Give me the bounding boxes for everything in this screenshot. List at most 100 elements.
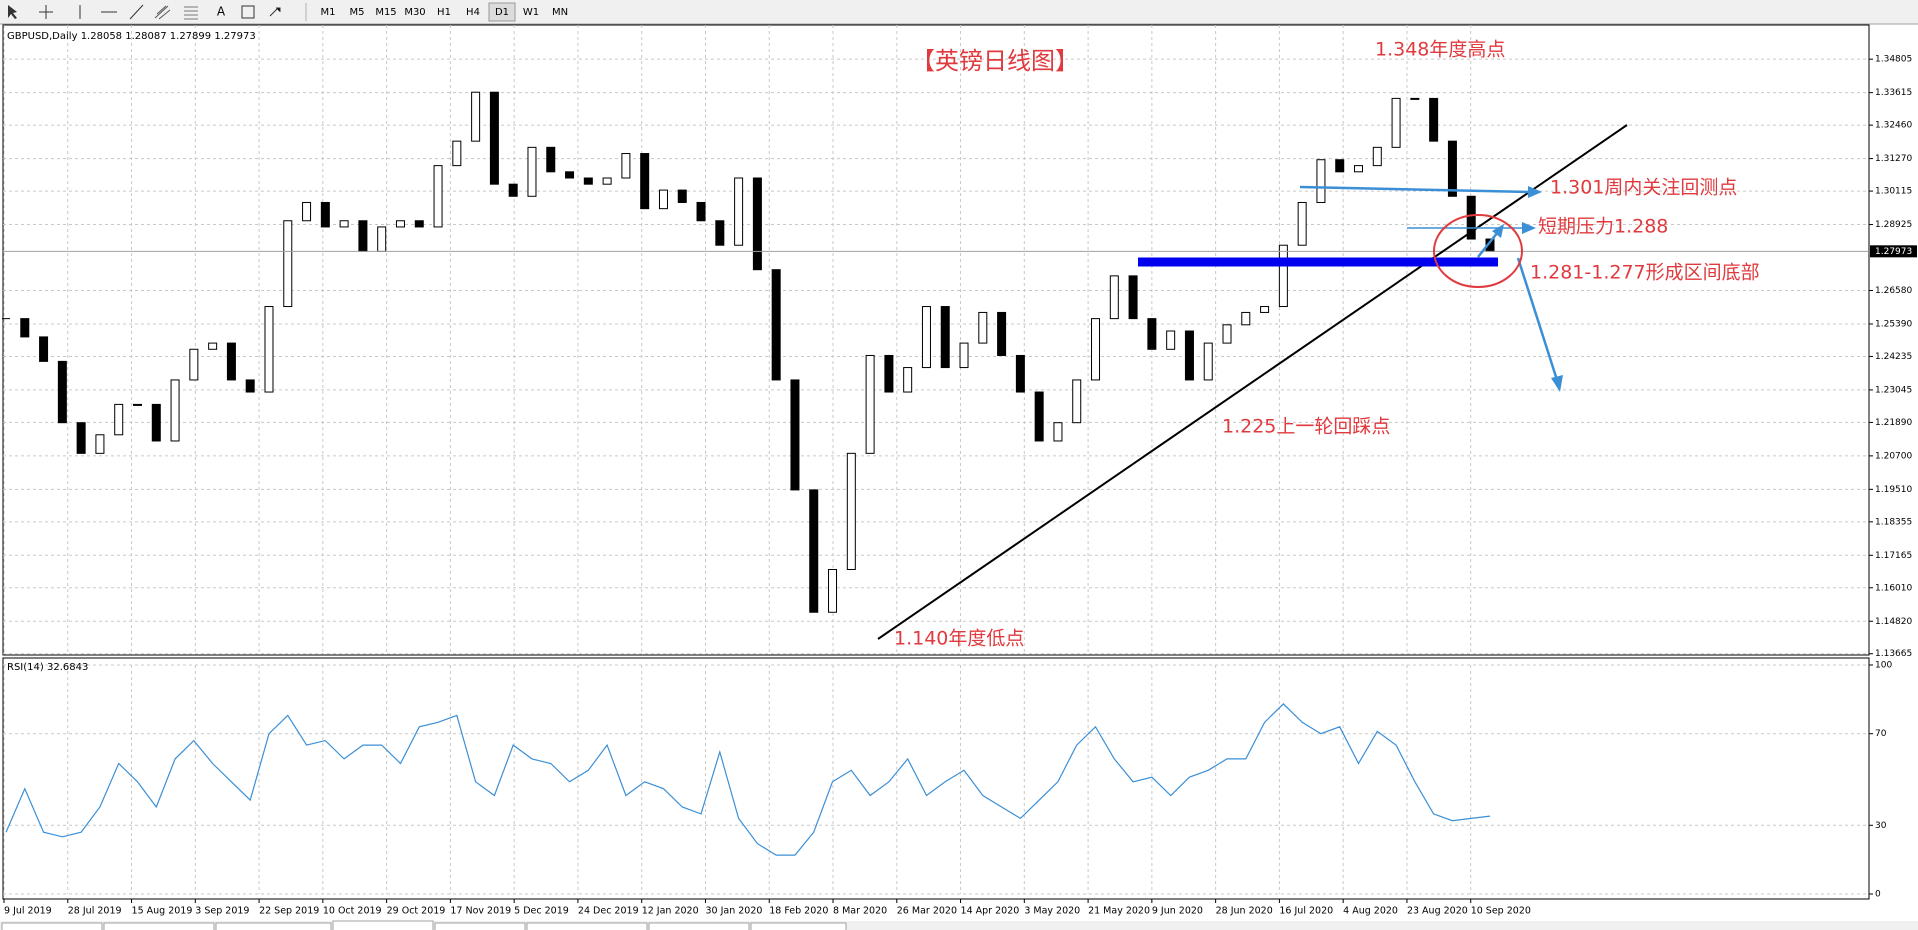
x-tick-label: 18 Feb 2020: [769, 906, 828, 917]
candle: [208, 342, 218, 350]
candle: [1053, 422, 1063, 442]
timeframe-button[interactable]: [488, 2, 516, 22]
x-tick-label: 17 Nov 2019: [450, 906, 511, 917]
candle: [20, 318, 30, 338]
candle: [1241, 311, 1251, 326]
candle: [1372, 146, 1382, 167]
timeframe-label[interactable]: M1: [321, 7, 336, 18]
annotation: 1.140年度低点: [894, 628, 1024, 650]
annotation: 短期压力1.288: [1538, 216, 1668, 238]
candle: [846, 452, 856, 570]
arrow: [1299, 185, 1531, 194]
y-tick-label: 1.24235: [1875, 352, 1912, 362]
candle: [658, 189, 668, 210]
text-tool[interactable]: A: [217, 5, 226, 19]
price-panel: [2, 24, 1870, 656]
x-tick-label: 14 Apr 2020: [961, 906, 1020, 917]
candle: [1429, 97, 1439, 142]
candle: [114, 403, 124, 436]
highlight-circle: [1433, 214, 1523, 288]
x-tick-label: 28 Jul 2019: [68, 906, 122, 917]
arrows-tool[interactable]: [269, 7, 281, 17]
cursor-tool[interactable]: [8, 5, 17, 19]
crosshair-tool[interactable]: [39, 5, 53, 19]
trendline: [877, 124, 1628, 640]
chart-tab[interactable]: [1, 922, 103, 930]
candle: [959, 342, 969, 369]
candle: [1091, 318, 1101, 381]
timeframe-label[interactable]: MN: [552, 7, 568, 18]
x-tick-label: 9 Jun 2020: [1152, 906, 1203, 917]
label-tool[interactable]: [241, 5, 255, 19]
annotation: 1.281-1.277形成区间底部: [1530, 262, 1760, 284]
timeframe-label[interactable]: H4: [466, 7, 480, 18]
chart-tab[interactable]: [434, 922, 526, 930]
candle: [170, 379, 180, 442]
candle: [940, 306, 950, 369]
toolbar: [0, 0, 1918, 24]
candle: [527, 146, 537, 197]
candle: [1109, 275, 1119, 320]
y-tick-label: 1.16010: [1875, 583, 1912, 593]
candle: [76, 422, 86, 454]
chart-tab[interactable]: [526, 922, 648, 930]
y-tick-label: 1.18355: [1875, 517, 1912, 527]
chart-tab-active[interactable]: [332, 920, 434, 930]
x-tick-label: 12 Jan 2020: [642, 906, 699, 917]
x-tick-label: 8 Mar 2020: [833, 906, 887, 917]
candle: [395, 220, 405, 228]
candle: [508, 183, 518, 197]
y-tick-label: 1.26580: [1875, 286, 1912, 296]
y-tick-label: 1.19510: [1875, 485, 1912, 495]
x-tick-label: 5 Dec 2019: [514, 906, 569, 917]
y-tick-label: 1.25390: [1875, 319, 1912, 329]
timeframe-label[interactable]: M15: [375, 7, 396, 18]
y-tick-label: 1.23045: [1875, 385, 1912, 395]
chart-tab[interactable]: [648, 922, 750, 930]
timeframe-label[interactable]: W1: [523, 7, 539, 18]
x-tick-label: 26 Mar 2020: [897, 906, 957, 917]
y-tick-label: 30: [1875, 821, 1887, 831]
candle: [978, 311, 988, 344]
candle: [226, 342, 236, 381]
candle: [1335, 159, 1345, 173]
y-tick-label: 1.30115: [1875, 187, 1912, 197]
x-tick-label: 23 Aug 2020: [1407, 906, 1468, 917]
x-tick-label: 3 May 2020: [1024, 906, 1080, 917]
trendline-tool[interactable]: [129, 4, 144, 20]
candle: [921, 306, 931, 369]
timeframe-label[interactable]: H1: [437, 7, 451, 18]
candle: [471, 91, 481, 142]
y-tick-label: 1.33615: [1875, 88, 1912, 98]
candle: [433, 165, 443, 228]
y-tick-label: 1.13665: [1875, 649, 1912, 659]
tab-bar: [0, 921, 1918, 930]
x-tick-label: 4 Aug 2020: [1343, 906, 1398, 917]
x-tick-label: 30 Jan 2020: [705, 906, 762, 917]
timeframe-label[interactable]: M5: [350, 7, 365, 18]
last-price-label: 1.27973: [1875, 247, 1912, 257]
fibo-tool[interactable]: [184, 6, 198, 20]
arrow: [1477, 231, 1499, 258]
ohlc-open: 1.28058: [81, 31, 122, 42]
candle: [752, 177, 762, 271]
symbol-title-text: GBPUSD,Daily: [7, 31, 78, 42]
timeframe-label[interactable]: M30: [404, 7, 425, 18]
candle: [565, 171, 575, 179]
arrowhead: [1551, 375, 1563, 392]
candle: [302, 201, 312, 222]
chart-tab[interactable]: [215, 922, 332, 930]
y-tick-label: 0: [1875, 890, 1881, 900]
chart-tab[interactable]: [750, 922, 847, 930]
x-tick-label: 10 Oct 2019: [323, 906, 382, 917]
candle: [132, 403, 142, 406]
chart-tab[interactable]: [103, 922, 215, 930]
timeframe-label[interactable]: D1: [495, 7, 509, 18]
candle: [377, 226, 387, 252]
ohlc-high: 1.28087: [125, 31, 166, 42]
channel-tool[interactable]: [154, 5, 171, 20]
y-tick-label: 70: [1875, 729, 1887, 739]
candle: [828, 569, 838, 613]
candle: [1391, 97, 1401, 148]
y-tick-label: 1.17165: [1875, 551, 1912, 561]
